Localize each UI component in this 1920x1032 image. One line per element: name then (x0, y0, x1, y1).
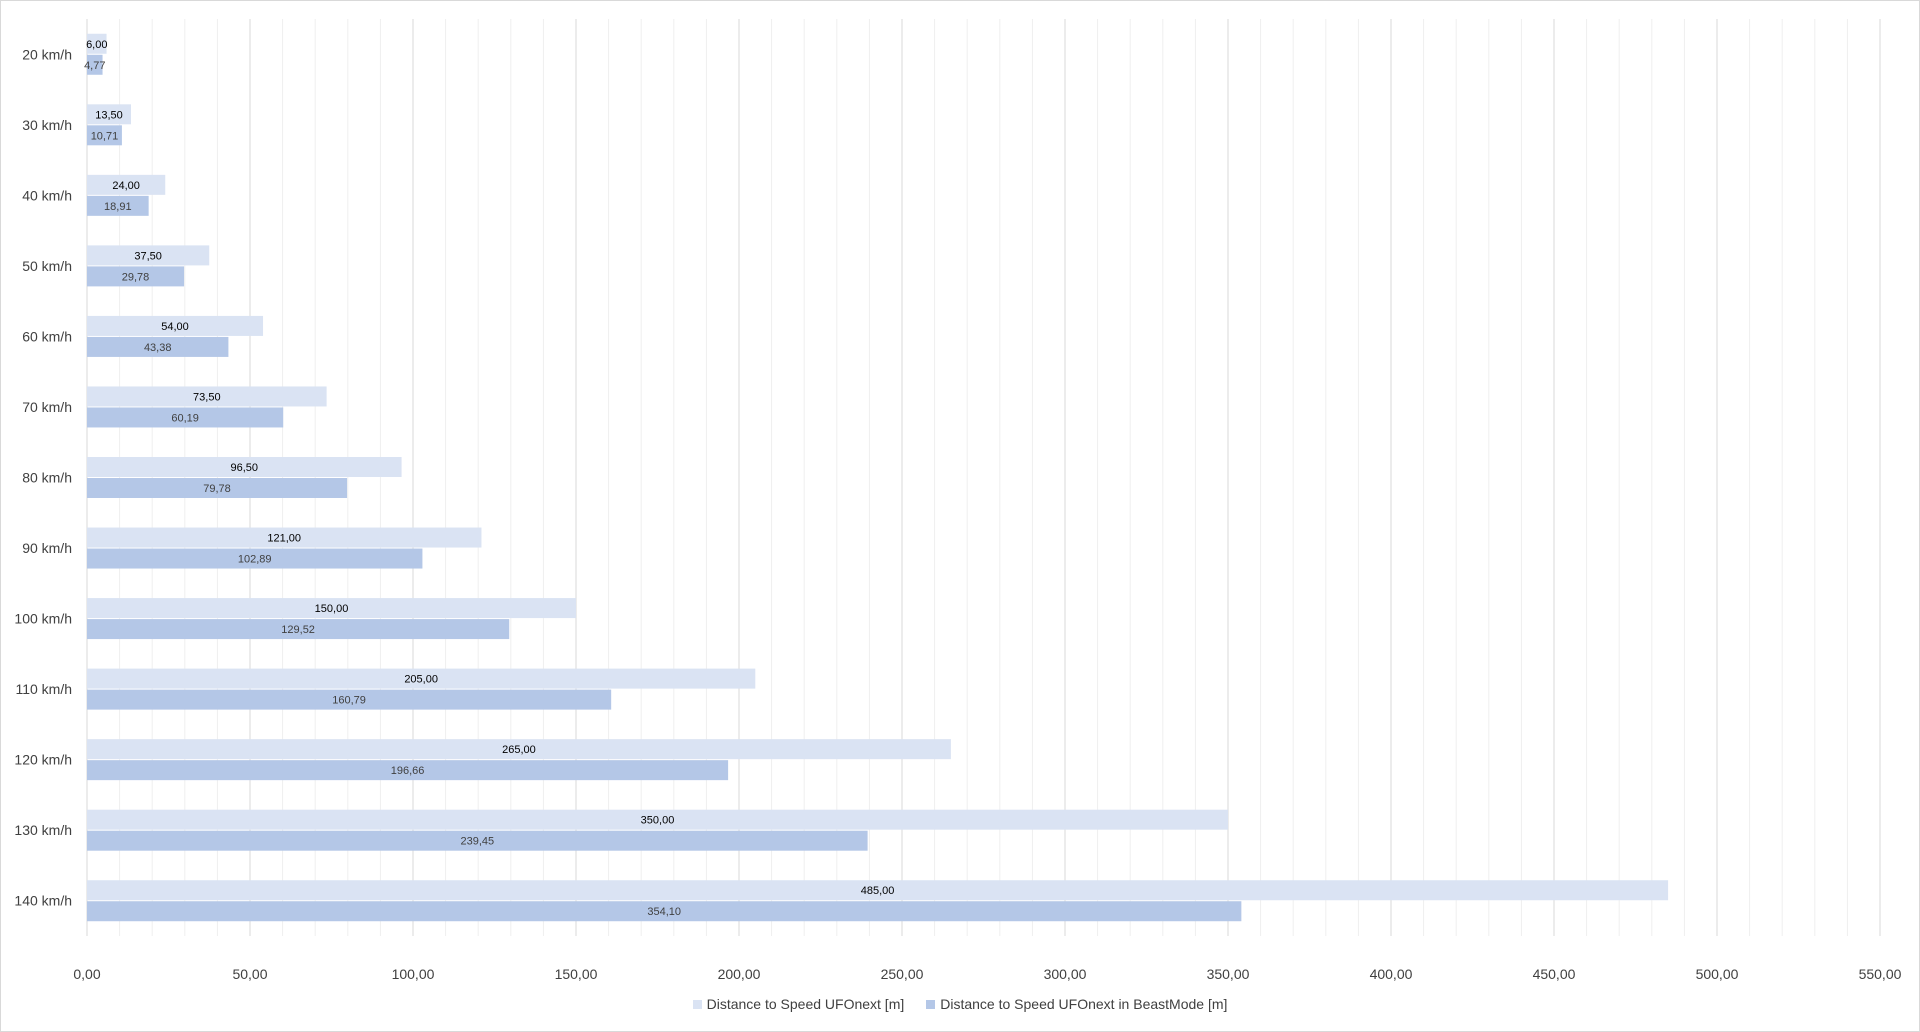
x-tick-label: 200,00 (718, 966, 761, 982)
minor-gridlines (119, 19, 1848, 936)
data-label-ufonext: 37,50 (134, 250, 162, 262)
data-label-ufonext: 150,00 (315, 603, 349, 615)
bar-ufonext[interactable] (87, 315, 264, 336)
bar-ufonext[interactable] (87, 739, 951, 760)
legend-item-ufonext[interactable]: Distance to Speed UFOnext [m] (692, 996, 905, 1012)
category-label: 90 km/h (22, 540, 72, 556)
legend-swatch-beastmode (926, 999, 936, 1009)
x-tick-label: 300,00 (1044, 966, 1087, 982)
data-label-beastmode: 60,19 (171, 412, 199, 424)
bar-ufonext[interactable] (87, 809, 1228, 830)
bar-beastmode[interactable] (87, 266, 185, 287)
category-label: 30 km/h (22, 117, 72, 133)
data-label-beastmode: 18,91 (104, 201, 132, 213)
category-labels: 20 km/h 30 km/h 40 km/h 50 km/h 60 km/h 70 km… (14, 46, 72, 908)
data-label-beastmode: 43,38 (144, 342, 172, 354)
x-tick-label: 400,00 (1370, 966, 1413, 982)
legend-item-beastmode[interactable]: Distance to Speed UFOnext in BeastMode [… (926, 996, 1227, 1012)
data-label-ufonext: 54,00 (161, 321, 189, 333)
bar-ufonext[interactable] (87, 104, 132, 125)
category-label: 130 km/h (14, 822, 72, 838)
bar-ufonext[interactable] (87, 245, 210, 266)
bar-ufonext[interactable] (87, 598, 576, 619)
bar-beastmode[interactable] (87, 478, 348, 498)
bar-beastmode[interactable] (87, 54, 103, 75)
x-tick-label: 350,00 (1207, 966, 1250, 982)
data-label-beastmode: 102,89 (238, 554, 272, 566)
category-label: 110 km/h (15, 681, 72, 697)
data-label-ufonext: 265,00 (502, 744, 536, 756)
data-label-ufonext: 73,50 (193, 391, 221, 403)
category-label: 50 km/h (22, 258, 72, 274)
data-label-ufonext: 205,00 (404, 674, 438, 686)
x-tick-label: 100,00 (392, 966, 435, 982)
data-label-ufonext: 6,00 (86, 39, 107, 51)
data-label-beastmode: 129,52 (281, 624, 315, 636)
legend: Distance to Speed UFOnext [m] Distance t… (1, 996, 1919, 1012)
data-label-beastmode: 4,77 (84, 60, 105, 72)
data-label-beastmode: 79,78 (203, 483, 231, 495)
data-label-beastmode: 160,79 (332, 695, 366, 707)
category-label: 20 km/h (22, 46, 72, 62)
x-tick-label: 450,00 (1533, 966, 1576, 982)
bar-beastmode[interactable] (87, 830, 868, 851)
bar-beastmode[interactable] (87, 407, 284, 428)
legend-swatch-ufonext (692, 999, 702, 1009)
x-axis-tick-labels: 0,00 50,00 100,00 150,00 200,00 250,00 300,00 3… (73, 966, 1901, 982)
bars (87, 33, 1669, 922)
x-tick-label: 150,00 (555, 966, 598, 982)
bar-beastmode[interactable] (87, 195, 149, 216)
data-labels: 6,00 4,77 13,50 10,71 24,00 18,91 37,50 29,78 54… (84, 39, 894, 918)
data-label-beastmode: 239,45 (460, 836, 494, 848)
bar-beastmode[interactable] (87, 336, 229, 357)
bar-beastmode[interactable] (87, 619, 510, 640)
bar-beastmode[interactable] (87, 548, 423, 569)
bar-beastmode[interactable] (87, 125, 122, 146)
data-label-ufonext: 13,50 (95, 109, 123, 121)
category-label: 100 km/h (14, 611, 72, 627)
bar-beastmode[interactable] (87, 901, 1242, 922)
bar-beastmode[interactable] (87, 689, 612, 710)
bar-ufonext[interactable] (87, 668, 756, 689)
data-label-beastmode: 10,71 (91, 130, 119, 142)
data-label-beastmode: 354,10 (647, 906, 681, 918)
data-label-ufonext: 485,00 (861, 885, 895, 897)
legend-label-ufonext: Distance to Speed UFOnext [m] (706, 996, 905, 1012)
bar-ufonext[interactable] (87, 880, 1669, 901)
bar-ufonext[interactable] (87, 386, 327, 407)
bar-beastmode[interactable] (87, 760, 729, 781)
category-label: 140 km/h (14, 893, 72, 909)
category-label: 120 km/h (14, 752, 72, 768)
data-label-ufonext: 96,50 (231, 462, 259, 474)
x-tick-label: 250,00 (881, 966, 924, 982)
category-label: 80 km/h (22, 470, 72, 486)
bar-ufonext[interactable] (87, 527, 482, 548)
x-tick-label: 0,00 (73, 966, 100, 982)
category-label: 60 km/h (22, 328, 72, 344)
bar-ufonext[interactable] (87, 457, 402, 477)
x-tick-label: 50,00 (232, 966, 267, 982)
data-label-beastmode: 29,78 (122, 271, 150, 283)
data-label-beastmode: 196,66 (391, 765, 425, 777)
data-label-ufonext: 350,00 (641, 815, 675, 827)
category-label: 40 km/h (22, 187, 72, 203)
x-tick-label: 500,00 (1696, 966, 1739, 982)
bar-ufonext[interactable] (87, 174, 166, 195)
bar-ufonext[interactable] (87, 33, 107, 54)
major-gridlines (86, 19, 1881, 936)
data-label-ufonext: 121,00 (267, 533, 301, 545)
legend-label-beastmode: Distance to Speed UFOnext in BeastMode [… (940, 996, 1228, 1012)
category-label: 70 km/h (22, 399, 72, 415)
data-label-ufonext: 24,00 (112, 180, 140, 192)
bar-chart: 6,00 4,77 13,50 10,71 24,00 18,91 37,50 29,78 54… (14, 19, 1902, 982)
x-tick-label: 550,00 (1859, 966, 1902, 982)
